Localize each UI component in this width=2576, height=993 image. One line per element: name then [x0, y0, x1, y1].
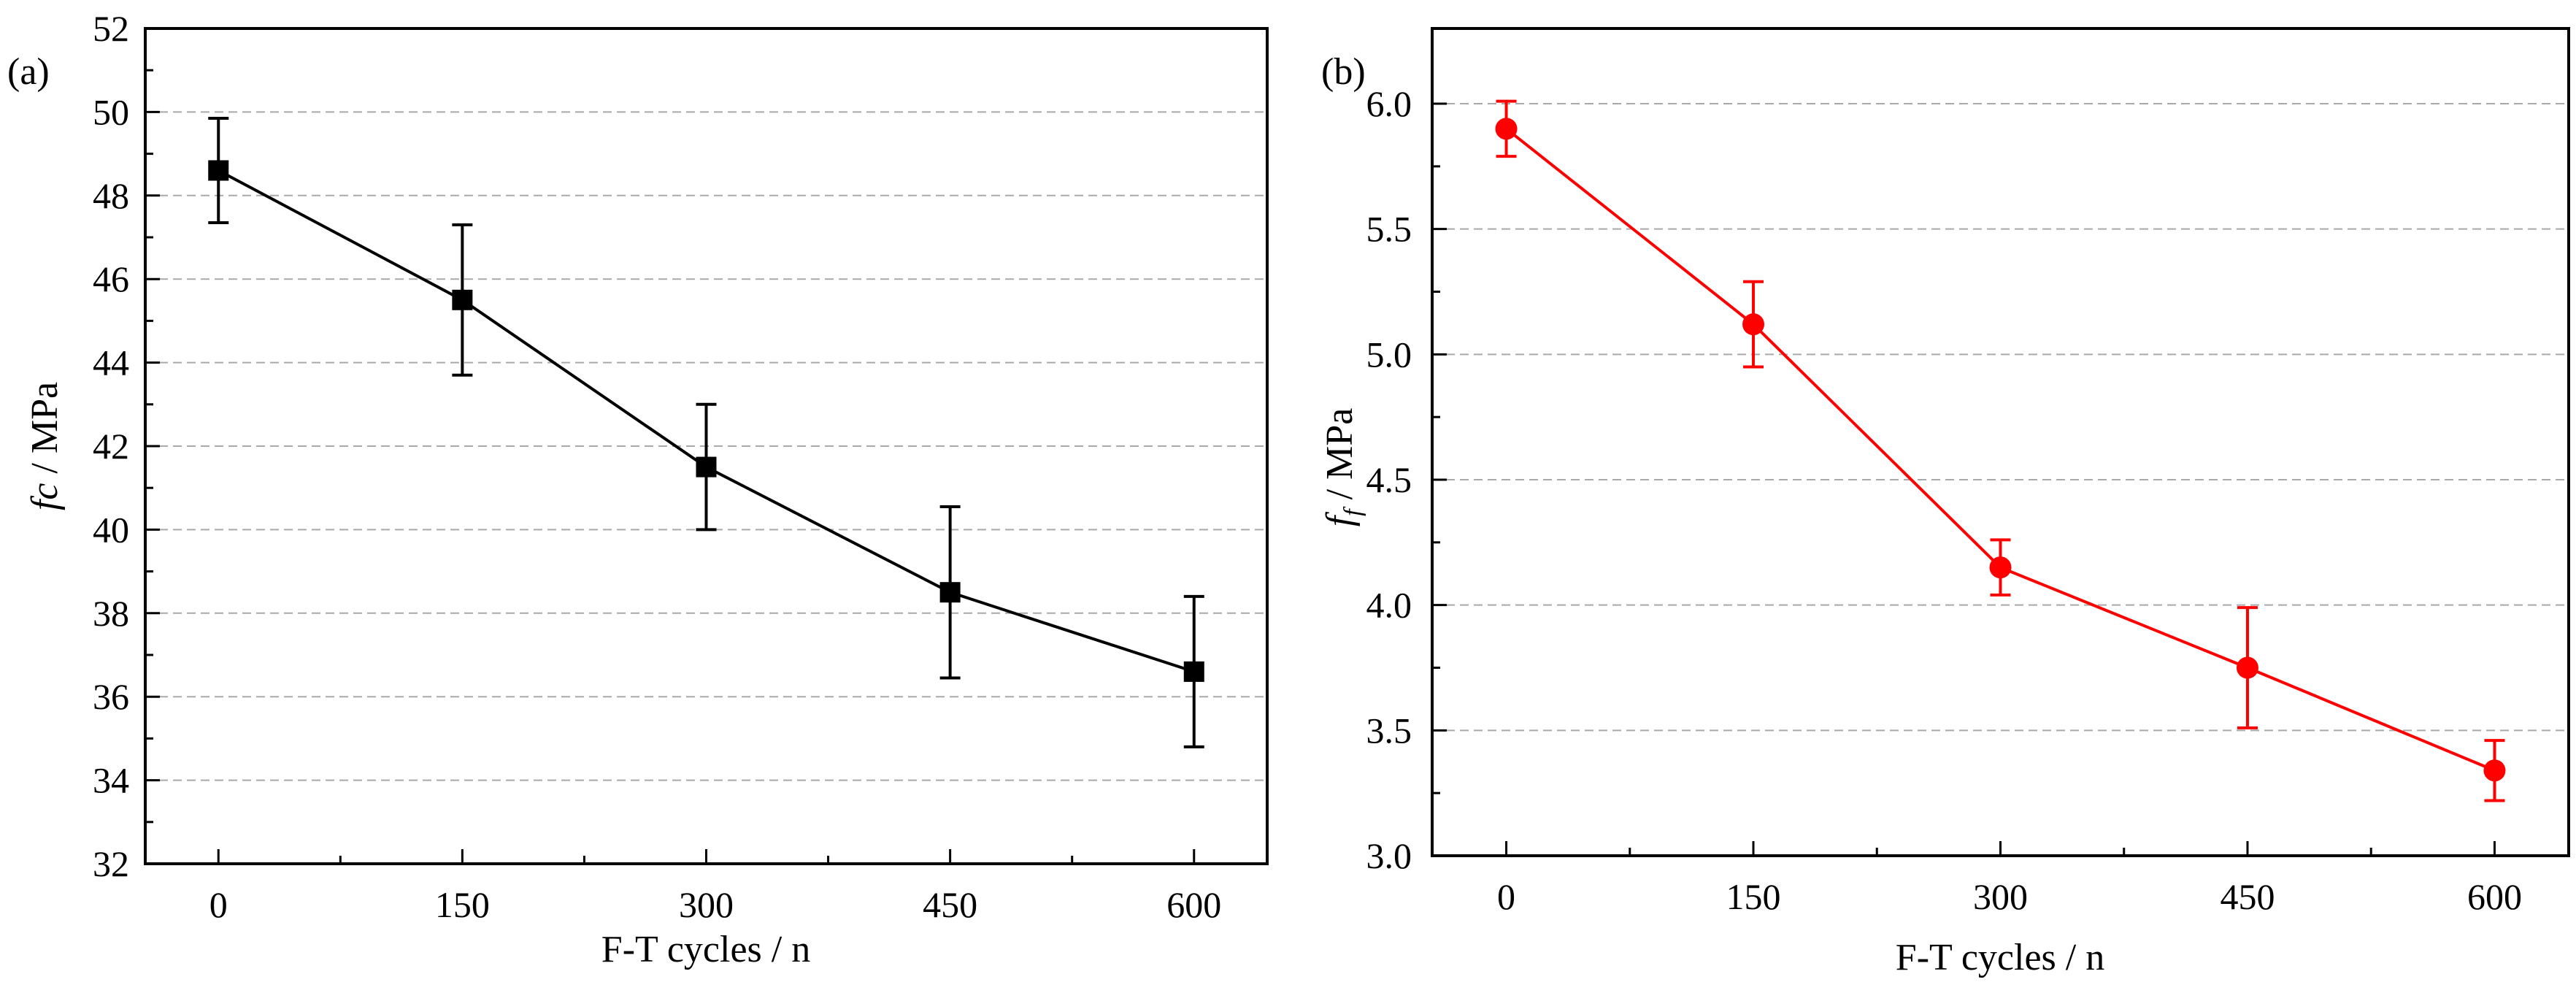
- x-tick-label: 0: [1497, 876, 1515, 917]
- data-point: [1183, 661, 1204, 682]
- y-axis-symbol-a: fc: [24, 483, 66, 511]
- x-tick-label: 600: [2467, 876, 2522, 917]
- data-point: [1989, 556, 2012, 579]
- data-point: [1742, 313, 1765, 336]
- y-tick-label: 32: [93, 843, 129, 884]
- x-tick-label: 0: [209, 884, 228, 925]
- y-tick-label: 52: [93, 8, 129, 49]
- y-tick-label: 5.5: [1366, 209, 1412, 250]
- y-tick-label: 34: [93, 760, 129, 801]
- y-tick-label: 46: [93, 258, 129, 299]
- y-ticks-b: 3.0 3.5 4.0 4.5 5.0 5.5 6.0: [1366, 83, 1447, 876]
- chart-panel-b: (b) 0 150 300 450 600 3.03.54.04.55.05.56.0 …: [1319, 27, 2570, 978]
- y-tick-label: 42: [93, 426, 129, 467]
- y-axis-title-b: ff / MPa: [1319, 408, 1366, 527]
- gridlines-b: [1432, 103, 2569, 732]
- data-point: [208, 160, 229, 181]
- x-tick-label: 150: [435, 884, 490, 925]
- data-point: [939, 582, 961, 603]
- y-tick-label: 40: [93, 509, 129, 550]
- x-axis-title-a: F-T cycles / n: [601, 929, 810, 970]
- series-line: [1505, 127, 2496, 772]
- y-axis-unit-b: / MPa: [1319, 408, 1361, 510]
- x-tick-label: 450: [923, 884, 977, 925]
- panel-label-b: (b): [1321, 51, 1366, 93]
- y-tick-label: 3.5: [1366, 710, 1412, 751]
- panel-label-a: (a): [7, 51, 50, 93]
- y-axis-title-a: fc / MPa: [24, 382, 66, 510]
- data-point: [696, 456, 717, 478]
- y-tick-label: 50: [93, 91, 129, 132]
- chart-panel-a: (a) 0 150 300 450 600 32 34 36 38 40 42 44 46 48 50 52…: [7, 8, 1269, 970]
- x-ticks-b: 0 150 300 450 600: [1497, 841, 2522, 917]
- y-tick-label: 4.0: [1366, 585, 1412, 626]
- series-a: [208, 116, 1204, 748]
- y-tick-label: 3.0: [1366, 835, 1412, 876]
- data-point: [1495, 118, 1518, 140]
- y-ticks-a: 32 34 36 38 40 42 44 46 48 50 52: [93, 8, 160, 884]
- y-tick-label: 38: [93, 593, 129, 634]
- y-tick-label: 5.0: [1366, 334, 1412, 375]
- data-point: [2236, 656, 2258, 679]
- y-tick-label: 36: [93, 676, 129, 717]
- y-tick-label: 44: [93, 342, 129, 383]
- x-tick-label: 600: [1166, 884, 1221, 925]
- data-point: [452, 289, 473, 310]
- x-ticks-a: 0 150 300 450 600: [209, 849, 1221, 925]
- x-tick-label: 450: [2220, 876, 2275, 917]
- y-tick-label: 48: [93, 175, 129, 216]
- x-tick-label: 300: [679, 884, 734, 925]
- data-point: [2483, 759, 2506, 782]
- y-tick-label: 6.0: [1366, 83, 1412, 124]
- series-b: [1495, 99, 2506, 802]
- y-tick-label: 4.5: [1366, 459, 1412, 500]
- x-axis-title-b: F-T cycles / n: [1896, 937, 2104, 978]
- x-tick-label: 150: [1726, 876, 1781, 917]
- x-tick-label: 300: [1973, 876, 2028, 917]
- y-axis-unit-a: / MPa: [24, 382, 66, 483]
